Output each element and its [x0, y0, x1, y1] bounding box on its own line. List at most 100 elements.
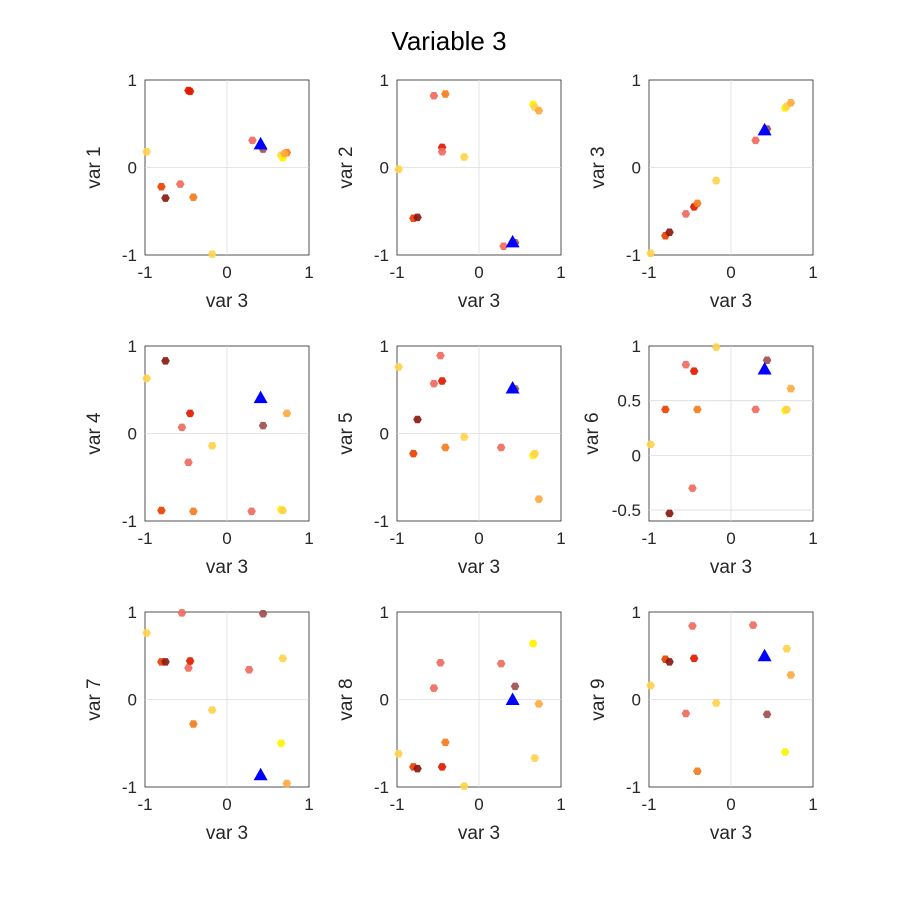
- panel-7-x-axis-label: var 3: [206, 823, 248, 844]
- panel-5-data-point: [530, 449, 540, 458]
- panel-1-y-tick-label: -1: [122, 246, 137, 265]
- panel-8-data-point: [510, 682, 520, 691]
- panel-6-y-tick-label: 0: [632, 446, 641, 465]
- panel-9-y-tick-label: -1: [626, 778, 641, 797]
- panel-6-x-tick-label: 0: [726, 529, 735, 548]
- panel-7-y-axis-label: var 7: [84, 678, 105, 720]
- panel-6-y-axis-label: var 6: [582, 412, 603, 454]
- panel-4-data-point: [161, 357, 170, 365]
- panel-6: -1 0 1 -0.5 0 0.5 1 var 3 var 6: [582, 337, 818, 578]
- panel-5-data-point: [459, 433, 469, 441]
- panel-1-data-point: [189, 193, 198, 201]
- panel-6-data-point: [762, 356, 772, 364]
- panel-8-data-point: [496, 659, 506, 668]
- panel-6-data-point: [711, 343, 721, 351]
- panel-6-y-tick-label: 1: [632, 337, 641, 356]
- panel-9-x-tick-label: 0: [726, 795, 735, 814]
- panel-7-data-point: [282, 779, 292, 788]
- panel-6-data-point: [646, 440, 655, 449]
- panel-2-data-point: [441, 90, 450, 98]
- panel-2-x-tick-label: 1: [556, 263, 565, 282]
- panel-8-data-point: [413, 764, 422, 773]
- panel-9-x-axis-label: var 3: [710, 823, 752, 844]
- panel-5-data-point: [534, 495, 544, 503]
- panel-8-data-point: [436, 659, 445, 667]
- panel-2-x-axis-label: var 3: [458, 291, 500, 312]
- panel-4-data-point: [207, 442, 217, 450]
- panel-4-y-tick-label: -1: [122, 512, 137, 531]
- panel-6-data-point: [665, 509, 674, 518]
- panel-5-x-tick-label: 0: [474, 529, 483, 548]
- panel-7: -1 0 1 -1 0 1 var 3 var 7: [84, 603, 314, 844]
- panel-6-data-point: [693, 405, 702, 414]
- panel-6-y-tick-label: 0.5: [617, 392, 641, 411]
- panel-9-data-point: [711, 699, 721, 707]
- panel-7-data-point: [161, 658, 170, 666]
- panel-3-x-axis-label: var 3: [710, 291, 752, 312]
- panel-2-x-tick-label: 0: [474, 263, 483, 282]
- panel-9-data-point: [748, 621, 758, 629]
- panel-7-data-point: [185, 657, 195, 665]
- panel-9-y-tick-label: 1: [632, 603, 641, 622]
- panel-4-data-point: [142, 374, 151, 383]
- panel-4-x-tick-label: 1: [304, 529, 313, 548]
- panel-6-data-point: [688, 484, 697, 492]
- panel-2-y-axis-label: var 2: [336, 146, 357, 188]
- panel-4-data-point: [278, 506, 288, 515]
- panel-5-y-tick-label: 0: [380, 425, 389, 444]
- panel-9-data-point: [646, 681, 655, 690]
- panel-3-y-axis-label: var 3: [588, 146, 609, 188]
- panel-7-y-tick-label: 0: [128, 691, 137, 710]
- panel-4-x-tick-label: 0: [222, 529, 231, 548]
- panel-9-highlight-triangle-marker: [757, 648, 772, 662]
- panel-3-data-point: [665, 228, 674, 236]
- panel-3-x-tick-label: -1: [641, 263, 656, 282]
- panel-7-data-point: [258, 610, 268, 618]
- panel-3-highlight-triangle-marker: [757, 122, 772, 136]
- panel-1-y-tick-label: 0: [128, 159, 137, 178]
- panel-6-highlight-triangle-marker: [757, 361, 772, 375]
- panel-4-data-point: [258, 421, 268, 430]
- panel-3-x-tick-label: 0: [726, 263, 735, 282]
- panel-5-y-tick-label: 1: [380, 337, 389, 356]
- panel-3-data-point: [751, 136, 760, 145]
- panel-8-data-point: [530, 754, 540, 762]
- panel-2-highlight-triangle-marker: [505, 234, 520, 248]
- panel-9-data-point: [688, 622, 697, 630]
- panel-4-data-point: [189, 507, 198, 516]
- panel-4-data-point: [177, 423, 187, 432]
- panel-7-x-tick-label: 1: [304, 795, 313, 814]
- panel-5-x-tick-label: 1: [556, 529, 565, 548]
- panel-7-data-point: [207, 706, 217, 714]
- panel-8-data-point: [528, 639, 538, 648]
- panel-9: -1 0 1 -1 0 1 var 3 var 9: [588, 603, 818, 844]
- panel-1-y-axis-label: var 1: [84, 146, 105, 188]
- panel-5-data-point: [496, 443, 506, 452]
- panel-4-data-point: [185, 409, 195, 418]
- panel-7-highlight-triangle-marker: [253, 767, 268, 781]
- panel-7-x-tick-label: -1: [137, 795, 152, 814]
- panel-1-data-point: [185, 87, 195, 96]
- panel-1-y-tick-label: 1: [128, 71, 137, 90]
- panel-4-data-point: [184, 458, 193, 467]
- panel-1-data-point: [248, 136, 257, 145]
- panel-7-data-point: [244, 666, 254, 674]
- panel-8-y-tick-label: 0: [380, 691, 389, 710]
- panel-5-x-tick-label: -1: [389, 529, 404, 548]
- panel-9-data-point: [689, 654, 699, 663]
- panel-9-data-point: [786, 671, 796, 679]
- panel-2-data-point: [429, 92, 439, 100]
- panel-2-data-point: [534, 106, 544, 115]
- panel-3-data-point: [681, 210, 691, 218]
- panel-3-data-point: [786, 99, 796, 107]
- panel-9-data-point: [693, 767, 702, 775]
- panel-8-data-point: [441, 738, 450, 747]
- panel-8-x-tick-label: 0: [474, 795, 483, 814]
- panel-5-highlight-triangle-marker: [505, 381, 520, 394]
- panel-2-y-tick-label: 1: [380, 71, 389, 90]
- panel-8: -1 0 1 -1 0 1 var 3 var 8: [336, 603, 566, 844]
- panel-9-data-point: [665, 658, 674, 666]
- panel-2-x-tick-label: -1: [389, 263, 404, 282]
- panel-5-x-axis-label: var 3: [458, 557, 500, 578]
- panel-9-data-point: [681, 709, 691, 718]
